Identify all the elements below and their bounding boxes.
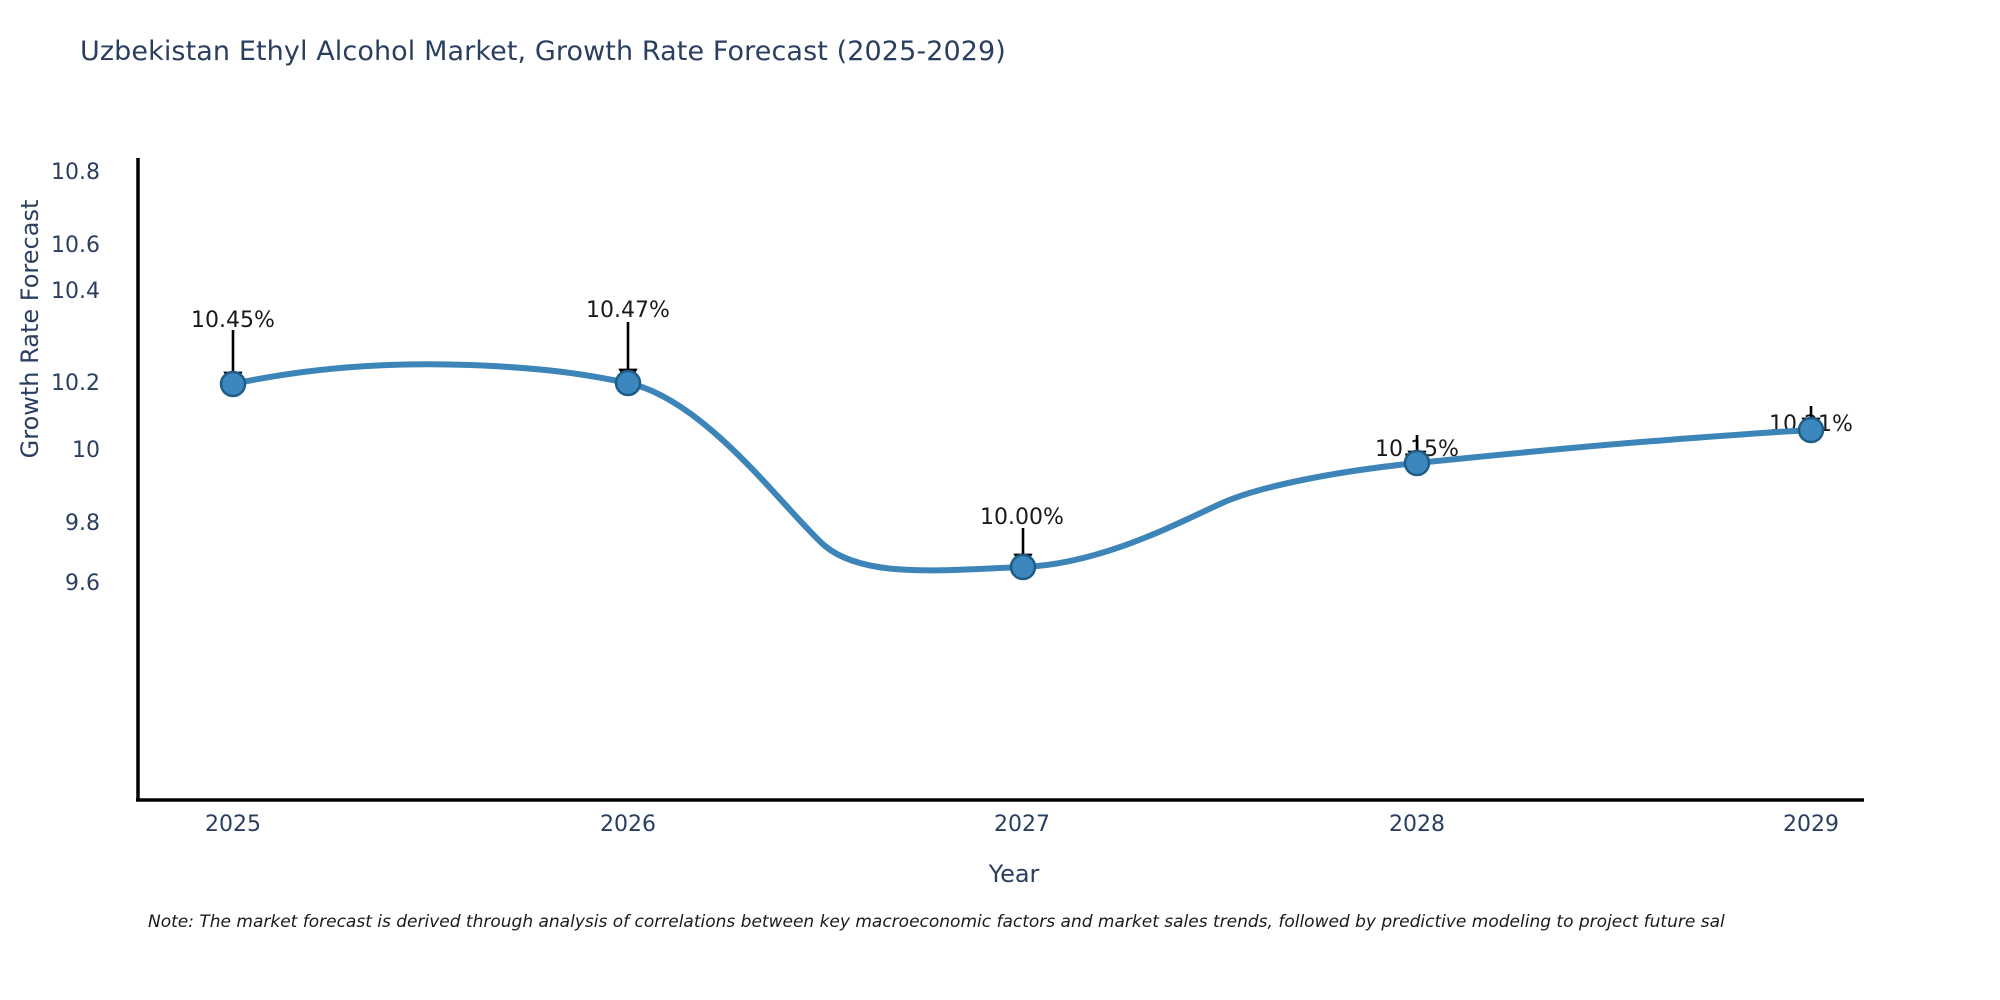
footnote: Note: The market forecast is derived thr… <box>148 912 1725 932</box>
x-tick-label-2026: 2026 <box>600 812 656 837</box>
x-axis-title: Year <box>0 860 2000 888</box>
data-label-2027: 10.00% <box>980 505 1064 530</box>
y-tick-label: 9.8 <box>65 511 100 536</box>
data-point-2029[interactable] <box>1797 416 1825 444</box>
y-tick-label: 10.4 <box>51 279 100 304</box>
data-point-2026[interactable] <box>614 369 642 397</box>
y-tick-label: 10.6 <box>51 233 100 258</box>
y-tick-label: 9.6 <box>65 571 100 596</box>
x-tick-label-2029: 2029 <box>1783 812 1839 837</box>
x-tick-label-2028: 2028 <box>1389 812 1445 837</box>
data-point-2025[interactable] <box>219 370 247 398</box>
x-tick-label-2025: 2025 <box>205 812 261 837</box>
y-tick-label: 10.8 <box>51 160 100 185</box>
data-point-2028[interactable] <box>1403 449 1431 477</box>
y-tick-label: 10.2 <box>51 371 100 396</box>
data-point-2027[interactable] <box>1009 553 1037 581</box>
page-title: Uzbekistan Ethyl Alcohol Market, Growth … <box>80 36 1006 67</box>
data-label-2026: 10.47% <box>586 298 670 323</box>
data-label-2025: 10.45% <box>191 308 275 333</box>
x-axis-title-text: Year <box>988 860 1040 888</box>
x-tick-label-2027: 2027 <box>994 812 1050 837</box>
y-tick-label: 10 <box>72 438 100 463</box>
